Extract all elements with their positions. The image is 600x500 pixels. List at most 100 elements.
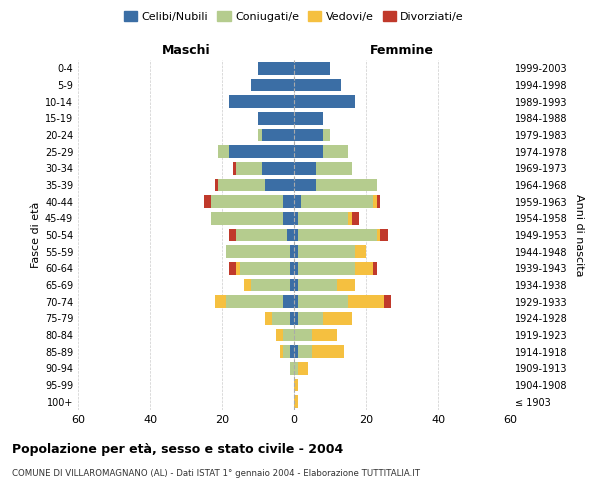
Bar: [272, 312, 290, 324]
Bar: [323, 146, 348, 158]
Bar: [298, 262, 355, 274]
Bar: [298, 362, 308, 374]
Bar: [244, 279, 251, 291]
Bar: [283, 346, 290, 358]
Bar: [373, 262, 377, 274]
Bar: [290, 362, 294, 374]
Bar: [298, 346, 312, 358]
Bar: [352, 212, 359, 224]
Bar: [298, 212, 348, 224]
Bar: [294, 246, 298, 258]
Bar: [294, 362, 298, 374]
Bar: [240, 262, 290, 274]
Bar: [355, 246, 366, 258]
Bar: [229, 262, 236, 274]
Bar: [298, 312, 323, 324]
Bar: [229, 146, 294, 158]
Bar: [294, 162, 316, 174]
Bar: [265, 179, 294, 192]
Bar: [218, 179, 265, 192]
Bar: [294, 379, 298, 391]
Bar: [229, 96, 294, 108]
Bar: [294, 179, 316, 192]
Bar: [294, 146, 323, 158]
Bar: [211, 196, 283, 208]
Bar: [294, 279, 298, 291]
Text: Femmine: Femmine: [370, 44, 434, 57]
Bar: [287, 229, 294, 241]
Bar: [283, 296, 294, 308]
Bar: [355, 262, 373, 274]
Bar: [312, 329, 337, 341]
Bar: [348, 212, 352, 224]
Bar: [298, 246, 355, 258]
Bar: [384, 296, 391, 308]
Bar: [298, 229, 377, 241]
Bar: [294, 129, 323, 141]
Y-axis label: Fasce di età: Fasce di età: [31, 202, 41, 268]
Bar: [294, 262, 298, 274]
Bar: [290, 262, 294, 274]
Bar: [294, 96, 355, 108]
Bar: [215, 296, 226, 308]
Bar: [226, 246, 290, 258]
Bar: [301, 196, 373, 208]
Bar: [290, 346, 294, 358]
Bar: [294, 196, 301, 208]
Bar: [283, 212, 294, 224]
Text: Maschi: Maschi: [161, 44, 211, 57]
Bar: [294, 296, 298, 308]
Bar: [211, 212, 283, 224]
Bar: [294, 212, 298, 224]
Bar: [323, 312, 352, 324]
Bar: [229, 229, 236, 241]
Bar: [283, 329, 294, 341]
Bar: [312, 346, 344, 358]
Bar: [215, 179, 218, 192]
Bar: [236, 162, 262, 174]
Bar: [258, 62, 294, 74]
Bar: [294, 62, 330, 74]
Bar: [294, 79, 341, 92]
Bar: [348, 296, 384, 308]
Bar: [323, 129, 330, 141]
Bar: [294, 396, 298, 408]
Bar: [204, 196, 211, 208]
Bar: [218, 146, 229, 158]
Bar: [298, 279, 337, 291]
Bar: [251, 79, 294, 92]
Bar: [294, 229, 298, 241]
Bar: [262, 162, 294, 174]
Bar: [251, 279, 290, 291]
Bar: [283, 196, 294, 208]
Bar: [236, 229, 287, 241]
Bar: [290, 246, 294, 258]
Bar: [233, 162, 236, 174]
Bar: [316, 179, 377, 192]
Bar: [294, 346, 298, 358]
Bar: [280, 346, 283, 358]
Bar: [377, 196, 380, 208]
Bar: [290, 312, 294, 324]
Y-axis label: Anni di nascita: Anni di nascita: [574, 194, 584, 276]
Bar: [294, 329, 312, 341]
Bar: [265, 312, 272, 324]
Bar: [294, 112, 323, 124]
Bar: [298, 296, 348, 308]
Bar: [294, 312, 298, 324]
Bar: [373, 196, 377, 208]
Bar: [258, 112, 294, 124]
Text: COMUNE DI VILLAROMAGNANO (AL) - Dati ISTAT 1° gennaio 2004 - Elaborazione TUTTIT: COMUNE DI VILLAROMAGNANO (AL) - Dati IST…: [12, 468, 420, 477]
Legend: Celibi/Nubili, Coniugati/e, Vedovi/e, Divorziati/e: Celibi/Nubili, Coniugati/e, Vedovi/e, Di…: [121, 8, 467, 25]
Bar: [262, 129, 294, 141]
Bar: [290, 279, 294, 291]
Bar: [226, 296, 283, 308]
Bar: [337, 279, 355, 291]
Bar: [377, 229, 380, 241]
Bar: [316, 162, 352, 174]
Text: Popolazione per età, sesso e stato civile - 2004: Popolazione per età, sesso e stato civil…: [12, 442, 343, 456]
Bar: [380, 229, 388, 241]
Bar: [236, 262, 240, 274]
Bar: [276, 329, 283, 341]
Bar: [258, 129, 262, 141]
